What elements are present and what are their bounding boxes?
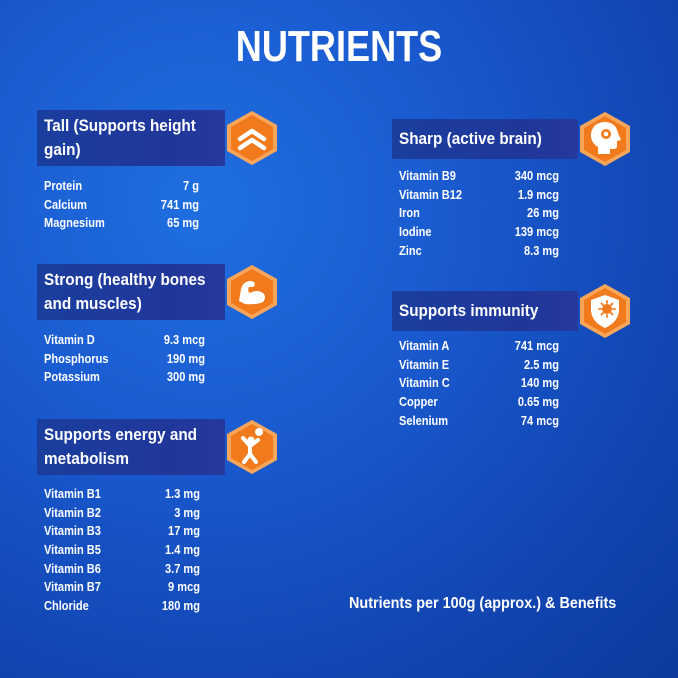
nutrient-row: Vitamin B3 17 mg <box>44 523 200 539</box>
nutrient-row: Phosphorus 190 mg <box>44 350 205 366</box>
nutrient-row: Calcium 741 mg <box>44 196 199 212</box>
section-strong: Strong (healthy bones and muscles) Vitam… <box>37 264 287 394</box>
nutrient-list: Vitamin D 9.3 mcg Phosphorus 190 mg Potass… <box>44 331 205 387</box>
athlete-icon <box>227 420 277 474</box>
nutrient-row: Vitamin D 9.3 mcg <box>44 332 205 347</box>
nutrient-row: Vitamin A 741 mcg <box>399 338 559 353</box>
section-heading-line1: Strong (healthy bones <box>44 270 206 289</box>
shield-icon <box>580 284 630 338</box>
nutrient-row: Vitamin B9 340 mcg <box>399 168 559 183</box>
footer-caption: Nutrients per 100g (approx.) & Benefits <box>349 595 617 612</box>
nutrient-row: Vitamin B2 3 mg <box>44 504 200 520</box>
nutrient-row: Vitamin B7 9 mcg <box>44 579 200 595</box>
nutrient-row: Protein 7 g <box>44 178 199 193</box>
nutrient-row: Vitamin B6 3.7 mg <box>44 560 200 576</box>
nutrient-row: Vitamin E 2.5 mg <box>399 356 559 372</box>
section-heading-line2: metabolism <box>44 449 130 468</box>
nutrient-row: Vitamin B1 1.3 mg <box>44 486 200 501</box>
section-heading-line2: gain) <box>44 140 81 159</box>
nutrient-row: Iron 26 mg <box>399 205 559 221</box>
section-banner: Supports energy and metabolism <box>37 419 225 475</box>
nutrient-list: Vitamin B9 340 mcg Vitamin B12 1.9 mcg Iro… <box>399 167 559 260</box>
section-immunity: Supports immunity Vitamin A 741 mcg Vitam… <box>392 278 642 438</box>
section-heading-line2: and muscles) <box>44 294 142 313</box>
nutrient-row: Magnesium 65 mg <box>44 215 199 231</box>
section-heading-line1: Supports immunity <box>399 301 539 320</box>
section-heading-line1: Supports energy and <box>44 425 198 444</box>
nutrient-row: Copper 0.65 mg <box>399 394 559 410</box>
nutrient-row: Zinc 8.3 mg <box>399 242 559 258</box>
nutrient-row: Potassium 300 mg <box>44 369 205 385</box>
section-heading-line1: Tall (Supports height <box>44 116 196 135</box>
nutrient-row: Vitamin B5 1.4 mg <box>44 542 200 558</box>
nutrient-row: Vitamin C 140 mg <box>399 375 559 391</box>
section-heading-line1: Sharp (active brain) <box>399 129 542 148</box>
nutrient-list: Vitamin B1 1.3 mg Vitamin B2 3 mg Vitamin … <box>44 485 200 616</box>
nutrient-row: Chloride 180 mg <box>44 598 200 614</box>
nutrient-list: Protein 7 g Calcium 741 mg Magnesium 65 mg <box>44 177 199 233</box>
page-title: NUTRIENTS <box>235 22 443 71</box>
section-banner: Sharp (active brain) <box>392 119 578 159</box>
flexed-arm-icon <box>227 265 277 319</box>
section-banner: Tall (Supports height gain) <box>37 110 225 166</box>
section-energy: Supports energy and metabolism Vitamin B… <box>37 419 287 629</box>
nutrient-row: Selenium 74 mcg <box>399 412 559 428</box>
nutrient-list: Vitamin A 741 mcg Vitamin E 2.5 mg Vitamin… <box>399 337 559 430</box>
nutrient-row: Vitamin B12 1.9 mcg <box>399 186 559 202</box>
brain-head-icon <box>580 112 630 166</box>
section-banner: Supports immunity <box>392 291 578 331</box>
section-banner: Strong (healthy bones and muscles) <box>37 264 225 320</box>
nutrient-row: Iodine 139 mcg <box>399 224 559 240</box>
section-tall: Tall (Supports height gain) Protein 7 g C… <box>37 110 287 240</box>
section-sharp: Sharp (active brain) Vitamin B9 340 mcg V… <box>392 106 642 266</box>
chevron-up-icon <box>227 111 277 165</box>
